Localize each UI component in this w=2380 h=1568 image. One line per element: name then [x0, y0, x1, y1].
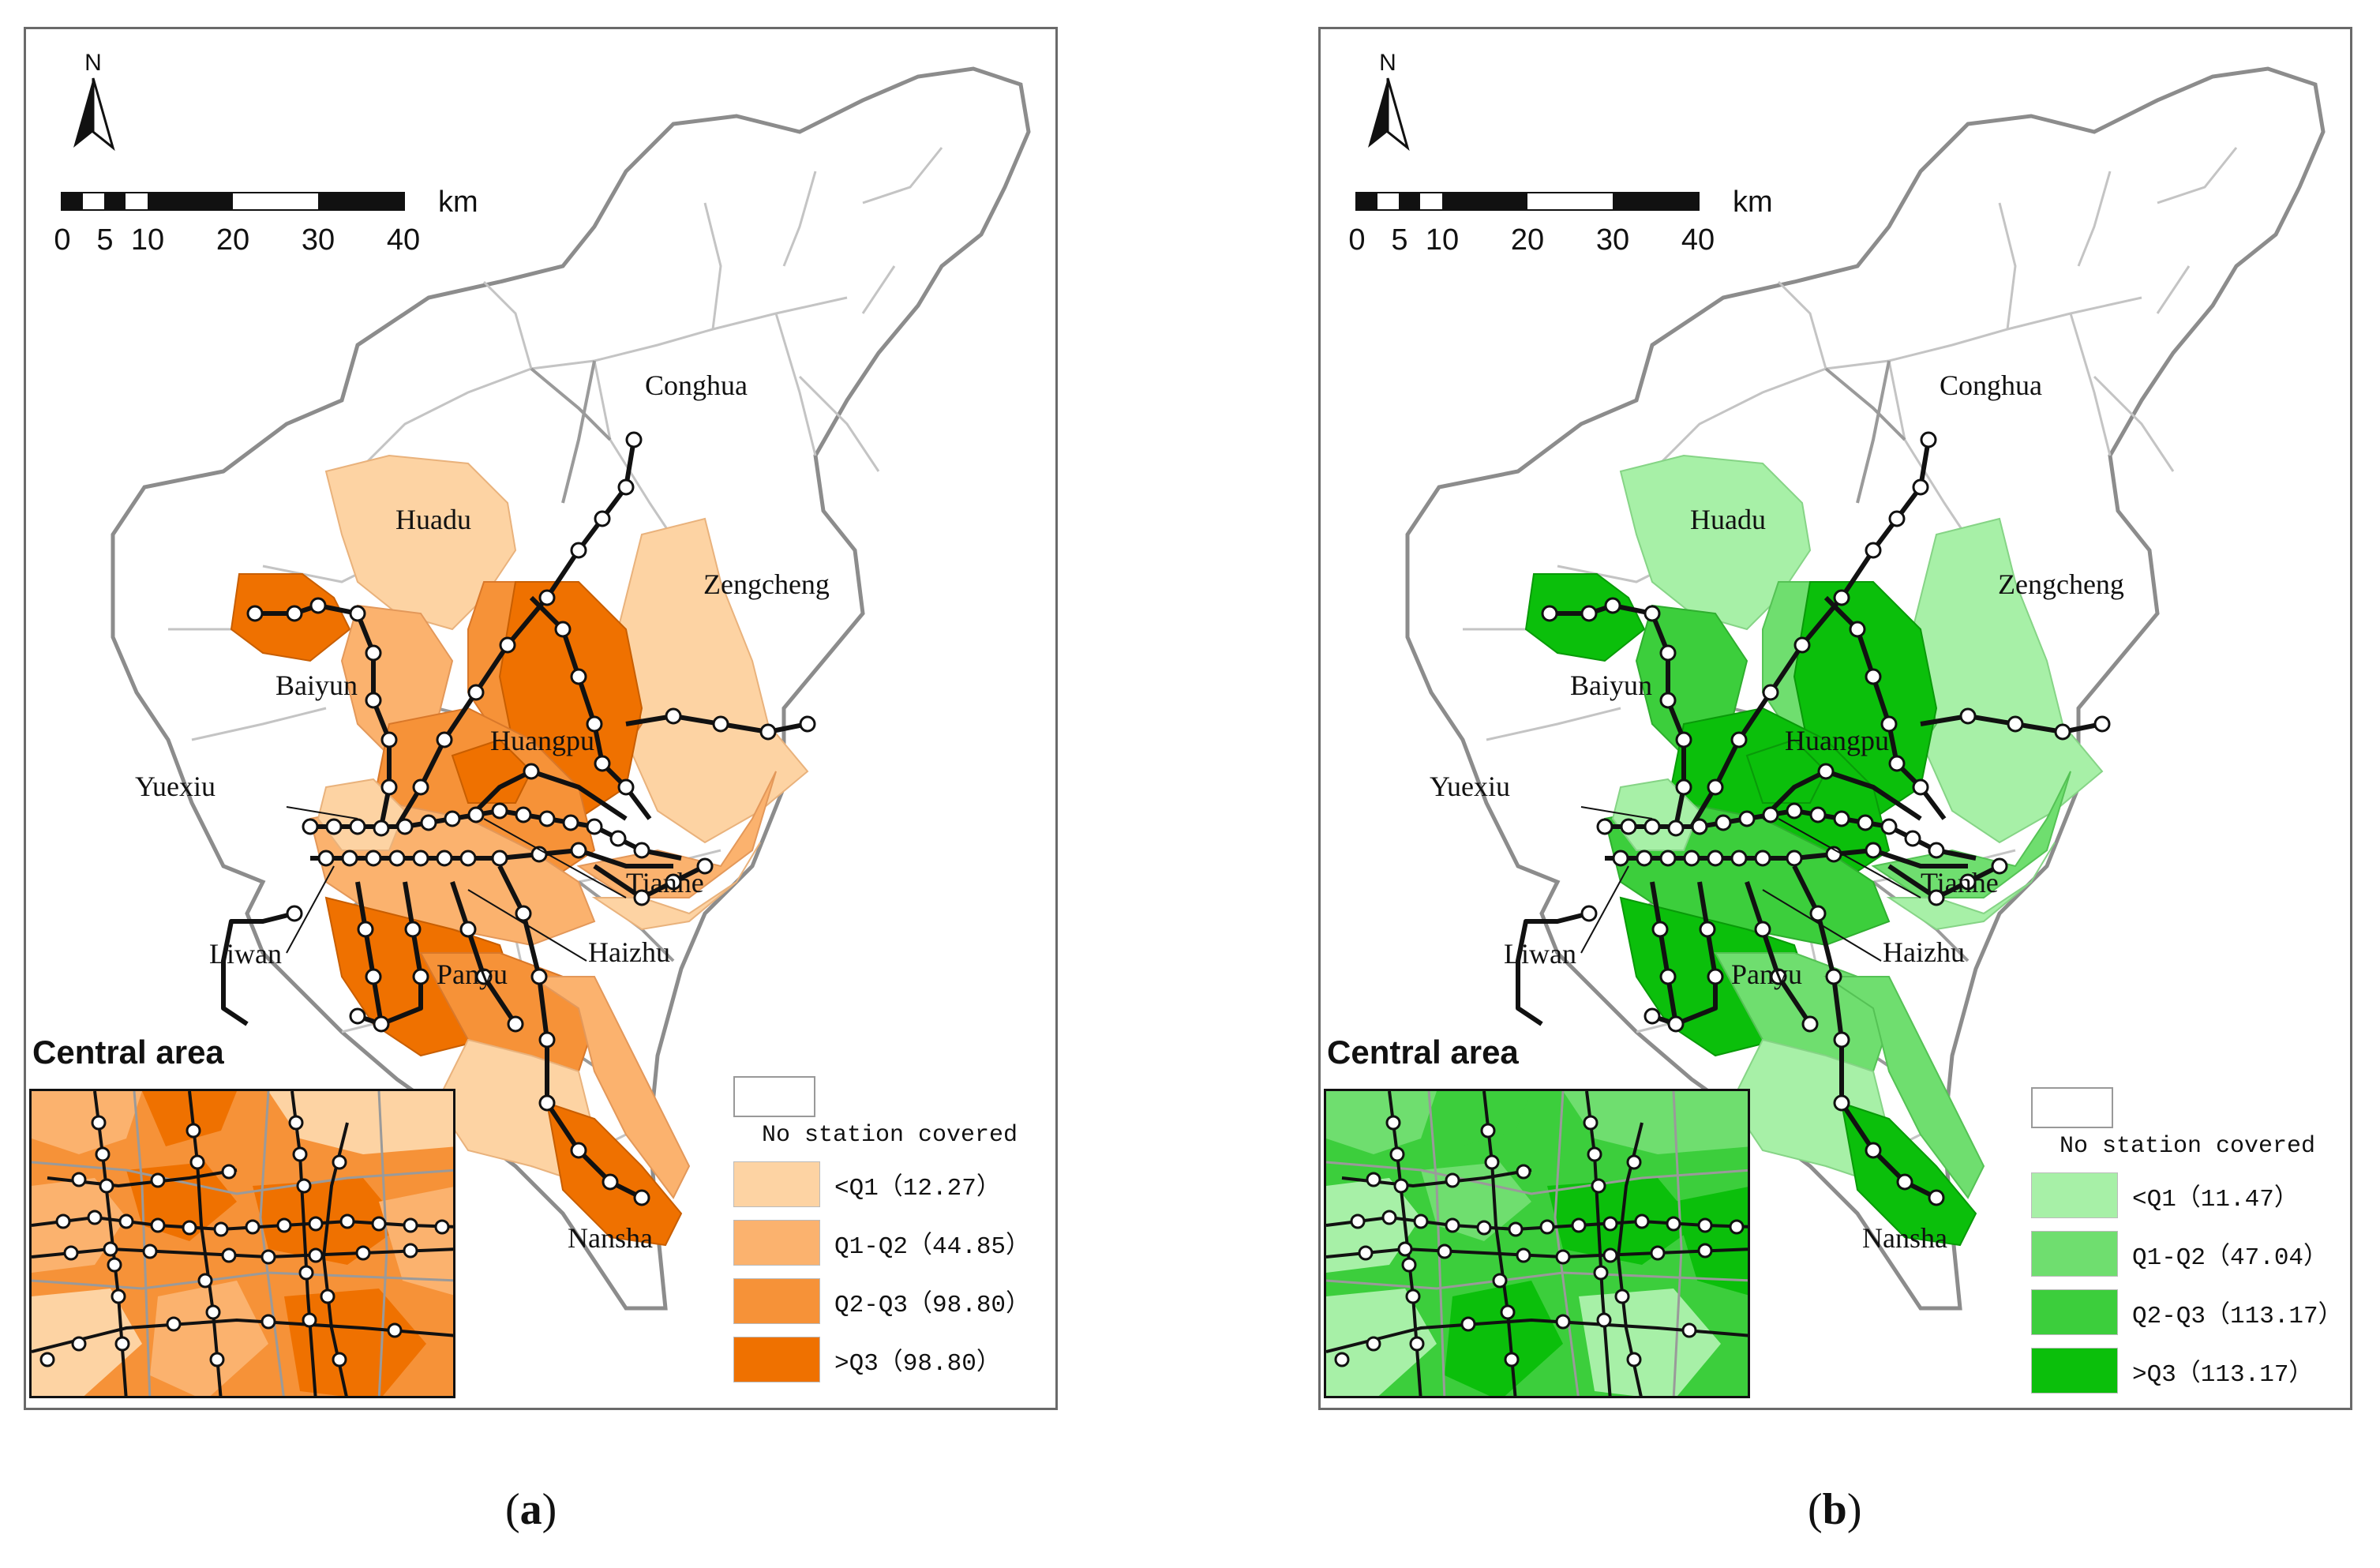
scale-tick: 20 [216, 223, 250, 257]
legend-label: Q2-Q3（113.17） [2132, 1303, 2343, 1330]
scale-tick: 10 [130, 223, 165, 257]
scale-tick: 5 [96, 223, 114, 257]
district-label-zengcheng: Zengcheng [703, 568, 830, 600]
legend-swatch-no-station [733, 1076, 815, 1117]
district-label-panyu: Panyu [437, 958, 508, 990]
legend-row: <Q1（12.27） [733, 1161, 1055, 1207]
scale-tick: 0 [54, 223, 71, 257]
metro-stations [246, 431, 816, 1206]
legend-swatch-q2-q3 [733, 1278, 820, 1324]
scale-tick: 20 [1510, 223, 1545, 257]
inset-map-b [1326, 1091, 1748, 1396]
legend-label-no-station: No station covered [762, 1122, 1018, 1149]
legend-swatch-q1 [733, 1161, 820, 1207]
metro-stations [1541, 431, 2111, 1206]
legend-swatch-q1-q2 [2031, 1231, 2118, 1277]
scale-tick: 40 [1681, 223, 1715, 257]
north-arrow-icon [73, 77, 115, 152]
scale-unit: km [1733, 186, 1773, 219]
caption-b: (b) [1808, 1485, 1862, 1534]
district-label-panyu: Panyu [1731, 958, 1802, 990]
map-canvas-a [111, 66, 1031, 1311]
scale-tick: 5 [1391, 223, 1408, 257]
scale-tick: 30 [1595, 223, 1630, 257]
district-label-conghua: Conghua [1940, 369, 2042, 401]
legend-row: Q2-Q3（113.17） [2031, 1289, 2350, 1335]
district-label-huadu: Huadu [1690, 504, 1766, 535]
district-label-baiyun: Baiyun [275, 670, 358, 701]
north-arrow: N [66, 50, 121, 159]
legend-label-no-station: No station covered [2060, 1133, 2316, 1160]
scale-bar: km 0 5 10 20 30 40 [54, 186, 487, 257]
legend-a: No station covered <Q1（12.27） Q1-Q2（44.8… [733, 1076, 1055, 1395]
district-label-haizhu: Haizhu [1883, 936, 1965, 968]
district-label-huadu: Huadu [395, 504, 471, 535]
north-arrow: N [1360, 50, 1415, 159]
map-canvas-b [1405, 66, 2326, 1311]
scale-tick: 10 [1425, 223, 1460, 257]
caption-a: (a) [505, 1485, 557, 1534]
district-label-baiyun: Baiyun [1570, 670, 1652, 701]
caption-letter: b [1822, 1485, 1847, 1534]
district-label-conghua: Conghua [645, 369, 748, 401]
north-arrow-icon [1368, 77, 1410, 152]
legend-row: >Q3（98.80） [733, 1337, 1055, 1382]
legend-label: Q1-Q2（47.04） [2132, 1244, 2329, 1272]
legend-label: <Q1（12.27） [834, 1175, 1001, 1202]
district-label-liwan: Liwan [1504, 938, 1576, 970]
legend-swatch-q3 [2031, 1348, 2118, 1394]
legend-swatch-no-station [2031, 1087, 2113, 1128]
central-area-title: Central area [32, 1033, 224, 1071]
district-label-nansha: Nansha [1862, 1222, 1947, 1254]
legend-b: No station covered <Q1（11.47） Q1-Q2（47.0… [2031, 1087, 2350, 1406]
district-label-huangpu: Huangpu [490, 725, 594, 756]
legend-label: >Q3（98.80） [834, 1350, 1001, 1378]
central-area-title: Central area [1327, 1033, 1519, 1071]
legend-swatch-q2-q3 [2031, 1289, 2118, 1335]
label-leader-lines [1580, 806, 1921, 962]
district-label-nansha: Nansha [568, 1222, 653, 1254]
central-area-inset [1324, 1089, 1750, 1398]
legend-row: >Q3（113.17） [2031, 1348, 2350, 1394]
map-panel-a: N km 0 5 10 20 30 40 Conghua Huadu Zengc… [24, 27, 1058, 1410]
district-label-haizhu: Haizhu [588, 936, 670, 968]
scale-bar-graphic [1355, 192, 1700, 211]
caption-letter: a [519, 1485, 542, 1534]
district-label-yuexiu: Yuexiu [1430, 771, 1510, 802]
district-label-yuexiu: Yuexiu [135, 771, 216, 802]
legend-label: >Q3（113.17） [2132, 1361, 2314, 1389]
scale-tick: 40 [386, 223, 421, 257]
north-label: N [84, 50, 102, 76]
district-label-tianhe: Tianhe [1921, 867, 1999, 898]
district-label-tianhe: Tianhe [626, 867, 704, 898]
legend-label: Q1-Q2（44.85） [834, 1233, 1031, 1261]
scale-tick: 30 [301, 223, 335, 257]
central-area-inset [29, 1089, 455, 1398]
inset-map-a [32, 1091, 453, 1396]
legend-row: Q1-Q2（44.85） [733, 1220, 1055, 1266]
scale-tick: 0 [1348, 223, 1366, 257]
legend-swatch-q1 [2031, 1172, 2118, 1218]
legend-row: <Q1（11.47） [2031, 1172, 2350, 1218]
map-panel-b: N km 0 5 10 20 30 40 Conghua Huadu Zengc… [1318, 27, 2352, 1410]
legend-row: Q2-Q3（98.80） [733, 1278, 1055, 1324]
legend-row: Q1-Q2（47.04） [2031, 1231, 2350, 1277]
district-label-zengcheng: Zengcheng [1998, 568, 2124, 600]
legend-swatch-q1-q2 [733, 1220, 820, 1266]
label-leader-lines [286, 806, 627, 962]
scale-unit: km [438, 186, 478, 219]
north-label: N [1379, 50, 1396, 76]
scale-bar-graphic [61, 192, 405, 211]
district-label-huangpu: Huangpu [1785, 725, 1889, 756]
district-label-liwan: Liwan [209, 938, 282, 970]
scale-bar: km 0 5 10 20 30 40 [1348, 186, 1782, 257]
legend-label: <Q1（11.47） [2132, 1186, 2299, 1214]
legend-swatch-q3 [733, 1337, 820, 1382]
legend-label: Q2-Q3（98.80） [834, 1292, 1031, 1319]
